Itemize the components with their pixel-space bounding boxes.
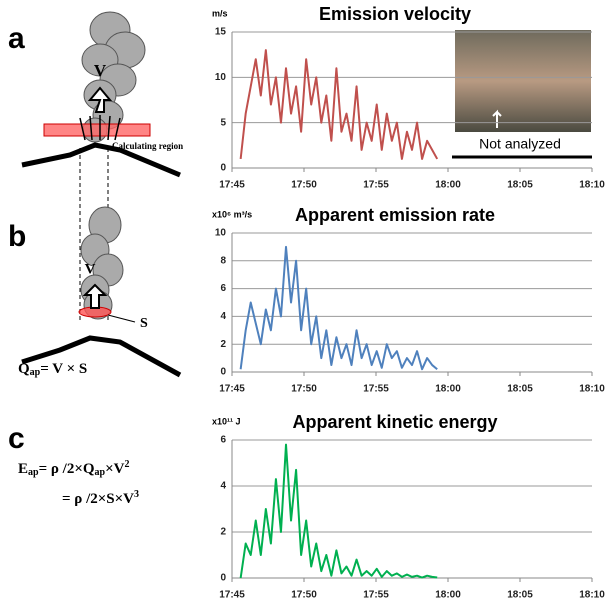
y-tick-label: 10 bbox=[215, 72, 227, 83]
crater-a bbox=[21, 142, 181, 178]
region-label: Calculating region bbox=[112, 141, 183, 151]
y-tick-label: 10 bbox=[215, 228, 227, 239]
y-unit: m/s bbox=[212, 8, 228, 18]
series-line bbox=[239, 245, 438, 371]
y-tick-label: 6 bbox=[220, 435, 226, 446]
x-tick-label: 18:05 bbox=[507, 590, 533, 601]
y-tick-label: 0 bbox=[220, 367, 226, 378]
panel-label: b bbox=[8, 220, 26, 253]
y-tick-label: 5 bbox=[220, 117, 226, 128]
x-tick-label: 18:05 bbox=[507, 180, 533, 191]
velocity-symbol: V bbox=[94, 61, 107, 80]
formula-b: Qap= V × S bbox=[18, 361, 87, 378]
area-label: S bbox=[140, 316, 148, 331]
y-unit: x10¹¹ J bbox=[212, 416, 241, 426]
x-tick-label: 17:45 bbox=[219, 180, 245, 191]
chart-title: Apparent kinetic energy bbox=[292, 412, 497, 432]
x-tick-label: 17:50 bbox=[291, 384, 317, 395]
y-tick-label: 4 bbox=[220, 481, 226, 492]
panel-label: c bbox=[8, 422, 25, 455]
annotation: Not analyzed bbox=[479, 136, 561, 152]
y-tick-label: 2 bbox=[220, 339, 226, 350]
x-tick-label: 18:05 bbox=[507, 384, 533, 395]
y-unit: x10⁶ m³/s bbox=[212, 209, 252, 219]
flow-arrows bbox=[79, 115, 121, 141]
velocity-arrow bbox=[87, 86, 113, 113]
inset-photo bbox=[455, 30, 591, 132]
y-tick-label: 6 bbox=[220, 283, 226, 294]
x-tick-label: 18:10 bbox=[579, 590, 605, 601]
x-tick-label: 17:45 bbox=[219, 590, 245, 601]
leader-line bbox=[107, 314, 136, 323]
chart-title: Apparent emission rate bbox=[295, 205, 495, 225]
x-tick-label: 17:55 bbox=[363, 590, 389, 601]
x-tick-label: 18:10 bbox=[579, 384, 605, 395]
y-tick-label: 2 bbox=[220, 527, 226, 538]
series-line bbox=[239, 443, 438, 579]
x-tick-label: 17:45 bbox=[219, 384, 245, 395]
chart-title: Emission velocity bbox=[319, 4, 471, 24]
x-tick-label: 17:55 bbox=[363, 180, 389, 191]
y-tick-label: 15 bbox=[215, 27, 227, 38]
x-tick-label: 18:00 bbox=[435, 180, 461, 191]
x-tick-label: 17:50 bbox=[291, 590, 317, 601]
formula-c: = ρ /2×S×V3 bbox=[62, 489, 139, 507]
plume-diagram-a bbox=[81, 11, 146, 143]
x-tick-label: 17:55 bbox=[363, 384, 389, 395]
calculating-region bbox=[43, 123, 151, 137]
panel-label: a bbox=[8, 22, 25, 55]
velocity-symbol: V bbox=[85, 261, 96, 277]
x-tick-label: 18:00 bbox=[435, 590, 461, 601]
x-tick-label: 17:50 bbox=[291, 180, 317, 191]
x-tick-label: 18:00 bbox=[435, 384, 461, 395]
x-tick-label: 18:10 bbox=[579, 180, 605, 191]
y-tick-label: 4 bbox=[220, 311, 226, 322]
y-tick-label: 0 bbox=[220, 573, 226, 584]
formula-c: Eap= ρ /2×Qap×V2 bbox=[18, 459, 130, 478]
series-line bbox=[239, 49, 439, 160]
crater-b bbox=[21, 335, 182, 378]
y-tick-label: 0 bbox=[220, 163, 226, 174]
velocity-arrow bbox=[82, 283, 108, 309]
y-tick-label: 8 bbox=[220, 255, 226, 266]
